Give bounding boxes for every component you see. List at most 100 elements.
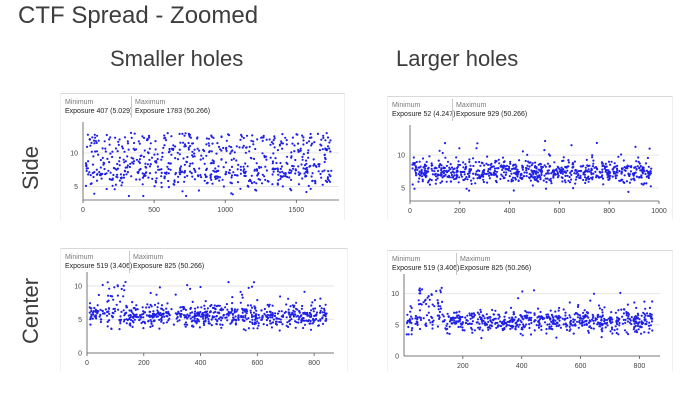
data-point [474, 161, 477, 164]
data-point [90, 141, 93, 144]
data-point [250, 313, 253, 317]
data-point [584, 179, 588, 182]
data-point [311, 301, 314, 304]
data-point [89, 182, 92, 186]
data-point [487, 320, 490, 323]
data-point [618, 179, 621, 182]
data-point [543, 164, 546, 167]
data-point [543, 321, 547, 324]
data-point [108, 307, 111, 310]
data-point [616, 171, 619, 174]
data-point [576, 305, 580, 308]
data-point [527, 167, 530, 171]
data-point [255, 182, 258, 185]
data-point [468, 172, 471, 175]
data-point [92, 155, 95, 158]
data-point [170, 153, 173, 156]
data-point [224, 306, 227, 309]
data-point [113, 188, 116, 191]
data-point [329, 150, 332, 153]
data-point [152, 310, 155, 313]
data-point [204, 300, 207, 303]
data-point [437, 305, 440, 308]
data-point [193, 148, 196, 151]
data-point [485, 162, 488, 165]
data-point [643, 331, 646, 334]
data-point [181, 190, 184, 193]
data-point [257, 322, 260, 325]
data-point [264, 178, 267, 181]
data-point [438, 149, 441, 152]
data-point [592, 319, 595, 322]
data-point [487, 163, 490, 166]
data-point [111, 155, 114, 159]
data-point [419, 318, 423, 322]
data-point [112, 298, 115, 301]
data-point [275, 161, 278, 165]
data-point [427, 305, 430, 308]
data-point [285, 316, 288, 319]
data-point [232, 316, 235, 319]
data-point [457, 160, 460, 163]
y-tick-label: 10 [70, 150, 78, 157]
data-point [448, 332, 451, 335]
data-point [90, 150, 93, 153]
data-point [94, 150, 97, 153]
data-point [295, 133, 298, 136]
data-point [625, 180, 628, 183]
data-point [233, 173, 237, 177]
data-point [616, 169, 619, 172]
x-tick-label: 600 [554, 208, 566, 215]
data-point [452, 317, 455, 320]
data-point [516, 323, 519, 326]
data-point [119, 176, 122, 180]
data-point [181, 132, 184, 135]
data-point [418, 327, 422, 331]
data-point [572, 187, 575, 190]
data-point [241, 146, 244, 149]
data-point [533, 329, 536, 332]
data-point [439, 163, 442, 166]
data-point [210, 324, 213, 327]
minimum-value: Exposure 407 (5.029) [65, 108, 133, 115]
data-point [256, 174, 259, 177]
data-point [317, 170, 320, 173]
data-point [182, 305, 185, 309]
data-point [91, 311, 94, 314]
data-point [300, 321, 303, 324]
data-point [304, 313, 307, 316]
data-point [306, 168, 309, 171]
data-point [536, 316, 539, 319]
data-point [422, 317, 425, 320]
data-point [611, 168, 614, 171]
data-point [530, 164, 533, 167]
data-point [189, 317, 192, 320]
data-point [180, 171, 183, 174]
data-point [279, 161, 282, 165]
data-point [280, 310, 283, 313]
data-point [569, 322, 572, 325]
data-point [311, 172, 314, 175]
data-point [583, 323, 586, 326]
data-point [642, 183, 645, 186]
data-point [234, 322, 237, 325]
data-point [233, 311, 236, 314]
data-point [606, 173, 609, 176]
data-point [230, 321, 233, 324]
x-tick-label: 800 [634, 363, 646, 370]
data-point [574, 323, 577, 326]
data-point [260, 318, 263, 321]
data-point [440, 171, 443, 175]
data-point [138, 178, 141, 181]
data-point [565, 166, 568, 169]
data-point [556, 165, 559, 168]
data-point [597, 304, 601, 307]
data-point [173, 180, 176, 183]
data-point [303, 164, 307, 167]
data-point [492, 313, 496, 316]
data-point [165, 172, 168, 175]
maximum-info: Maximum Exposure 825 (50.266) [133, 253, 204, 271]
data-point [307, 156, 310, 159]
data-point [132, 307, 135, 310]
data-point [537, 320, 540, 323]
